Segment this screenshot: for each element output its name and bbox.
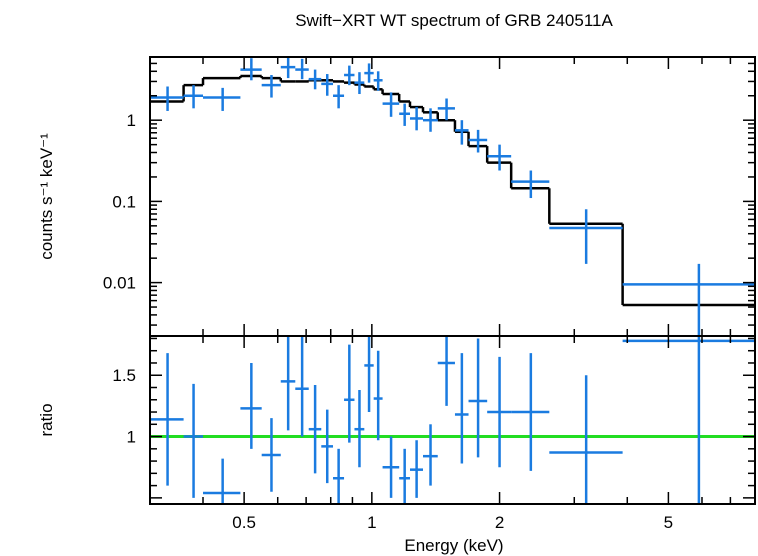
spectrum-data-point: [240, 58, 262, 81]
spectrum-data-point: [364, 63, 374, 83]
ratio-data-points: [150, 336, 755, 504]
chart-title: Swift−XRT WT spectrum of GRB 240511A: [295, 11, 613, 30]
spectrum-data-point: [487, 144, 512, 171]
spectrum-data-point: [454, 120, 469, 145]
spectrum-data-point: [409, 107, 423, 131]
ratio-data-point: [454, 353, 469, 464]
x-axis-label: Energy (keV): [404, 536, 503, 555]
spectrum-data-point: [373, 71, 383, 91]
y-tick-label: 1: [127, 428, 136, 447]
ratio-data-point: [183, 383, 204, 498]
ratio-data-point: [487, 356, 512, 468]
x-tick-label: 0.5: [232, 513, 256, 532]
ratio-data-point: [468, 338, 488, 458]
ratio-data-point: [373, 350, 383, 441]
x-tick-labels: 0.5 1 2 5: [232, 513, 673, 532]
spectrum-data-point: [183, 85, 204, 109]
ratio-data-point: [333, 448, 345, 504]
spectrum-data-point: [308, 69, 322, 90]
x-tick-label: 1: [367, 513, 376, 532]
spectrum-data-point: [382, 92, 400, 117]
ratio-y-axis-label: ratio: [37, 403, 56, 436]
spectrum-plot-frame: [149, 56, 756, 337]
ratio-data-point: [344, 344, 355, 443]
spectrum-data-point: [280, 57, 296, 79]
ratio-data-point: [308, 385, 322, 474]
ratio-data-point: [295, 336, 309, 437]
ratio-data-point: [549, 375, 623, 504]
ratio-plot-frame: [149, 335, 756, 505]
spectrum-data-point: [549, 209, 623, 264]
spectrum-data-point: [468, 129, 488, 153]
ratio-data-point: [240, 362, 262, 449]
ratio-data-point: [364, 336, 374, 413]
ratio-data-point: [622, 336, 755, 504]
ratio-data-point: [422, 424, 438, 486]
y-tick-label: 1: [127, 111, 136, 130]
spectrum-data-point: [203, 87, 241, 111]
spectrum-data-point: [321, 74, 334, 96]
spectrum-data-point: [622, 263, 755, 336]
ratio-data-point: [511, 353, 550, 471]
spectrum-data-point: [399, 103, 410, 126]
ratio-data-point: [437, 336, 455, 406]
spectrum-y-tick-labels: 1 0.1 0.01: [103, 111, 136, 292]
spectrum-data-points: [150, 57, 755, 336]
ratio-panel: 11.5 ratio: [37, 335, 756, 505]
ratio-data-point: [354, 389, 365, 468]
spectrum-data-point: [295, 58, 309, 80]
ratio-data-point: [261, 418, 281, 492]
spectrum-y-axis-label: counts s⁻¹ keV⁻¹: [37, 133, 56, 260]
spectrum-panel: 1 0.1 0.01 counts s⁻¹ keV⁻¹: [37, 56, 756, 337]
y-tick-label: 0.01: [103, 274, 136, 293]
ratio-data-point: [382, 436, 400, 498]
ratio-axis-ticks: [149, 336, 756, 504]
y-tick-label: 0.1: [112, 192, 136, 211]
spectrum-axis-ticks: [149, 56, 756, 336]
x-tick-label: 5: [664, 513, 673, 532]
ratio-data-point: [321, 409, 334, 484]
spectrum-data-point: [422, 108, 438, 132]
spectrum-data-point: [354, 72, 365, 95]
ratio-data-point: [399, 448, 410, 504]
spectrum-data-point: [344, 65, 355, 86]
ratio-data-point: [203, 458, 241, 504]
y-tick-label: 1.5: [112, 366, 136, 385]
ratio-data-point: [150, 353, 184, 486]
ratio-data-point: [280, 336, 296, 431]
spectrum-data-point: [261, 75, 281, 98]
ratio-data-point: [409, 440, 423, 498]
model-curve: [150, 74, 755, 307]
ratio-y-tick-labels: 11.5: [112, 366, 136, 446]
spectrum-data-point: [150, 86, 184, 111]
spectrum-data-point: [437, 98, 455, 121]
spectrum-data-point: [511, 170, 550, 199]
spectrum-data-point: [333, 85, 345, 109]
x-tick-label: 2: [495, 513, 504, 532]
